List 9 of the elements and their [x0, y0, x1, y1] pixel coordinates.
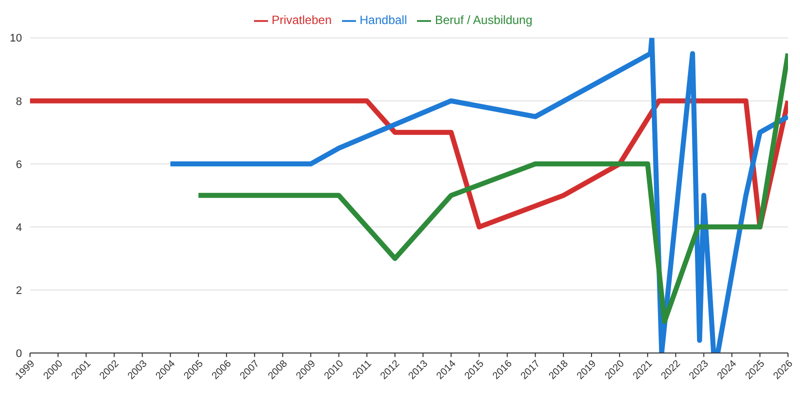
legend-label: Beruf / Ausbildung	[435, 13, 532, 27]
legend-label: Privatleben	[272, 13, 332, 27]
y-tick-label: 4	[16, 222, 22, 234]
y-tick-label: 0	[16, 348, 22, 360]
y-tick-label: 6	[16, 158, 22, 171]
y-tick-label: 8	[16, 96, 22, 108]
y-tick-label: 2	[16, 284, 22, 297]
legend-label: Handball	[360, 13, 407, 27]
y-tick-label: 10	[10, 32, 22, 45]
